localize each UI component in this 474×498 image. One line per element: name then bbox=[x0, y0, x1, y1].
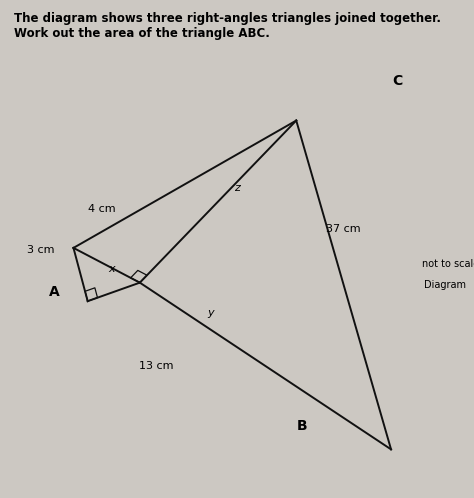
Text: C: C bbox=[392, 74, 402, 88]
Text: 3 cm: 3 cm bbox=[27, 245, 54, 255]
Text: B: B bbox=[297, 419, 308, 433]
Text: Diagram: Diagram bbox=[424, 280, 466, 290]
Text: x: x bbox=[108, 264, 115, 274]
Text: 13 cm: 13 cm bbox=[139, 361, 173, 371]
Text: z: z bbox=[234, 183, 240, 193]
Text: not to scale: not to scale bbox=[422, 259, 474, 269]
Text: 4 cm: 4 cm bbox=[88, 204, 116, 214]
Text: y: y bbox=[208, 308, 214, 318]
Text: 37 cm: 37 cm bbox=[326, 225, 361, 235]
Text: The diagram shows three right-angles triangles joined together.: The diagram shows three right-angles tri… bbox=[14, 12, 441, 25]
Text: A: A bbox=[49, 285, 60, 299]
Text: Work out the area of the triangle ABC.: Work out the area of the triangle ABC. bbox=[14, 27, 270, 40]
